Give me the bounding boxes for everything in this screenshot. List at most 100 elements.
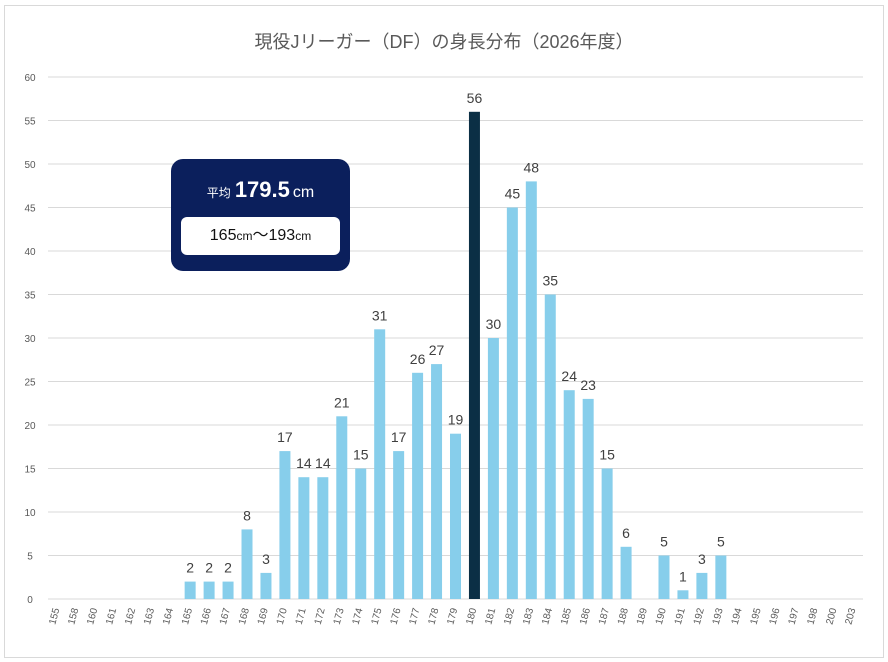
y-tick-label: 60 bbox=[24, 73, 36, 84]
chart-title: 現役Jリーガー（DF）の身長分布（2026年度） bbox=[254, 32, 634, 52]
bar bbox=[260, 572, 272, 599]
x-tick-label: 180 bbox=[464, 607, 479, 626]
bar bbox=[487, 338, 499, 599]
x-tick-label: 186 bbox=[578, 607, 593, 626]
data-label: 1 bbox=[679, 568, 687, 584]
data-label: 19 bbox=[448, 412, 464, 428]
bar bbox=[412, 372, 424, 599]
range-unit: cm bbox=[295, 229, 312, 243]
data-label: 2 bbox=[186, 560, 194, 576]
x-tick-label: 190 bbox=[654, 607, 669, 626]
y-tick-label: 50 bbox=[24, 160, 36, 171]
chart-frame bbox=[4, 5, 884, 658]
y-tick-label: 30 bbox=[24, 334, 36, 345]
bar bbox=[203, 581, 215, 599]
y-tick-label: 5 bbox=[27, 552, 33, 563]
bar bbox=[184, 581, 196, 599]
x-tick-label: 197 bbox=[787, 607, 802, 626]
data-label: 5 bbox=[717, 534, 725, 550]
x-tick-label: 162 bbox=[123, 607, 138, 626]
data-label: 45 bbox=[505, 186, 521, 202]
y-tick-label: 20 bbox=[24, 421, 36, 432]
x-tick-label: 169 bbox=[256, 607, 271, 626]
data-label: 2 bbox=[224, 560, 232, 576]
data-label: 5 bbox=[660, 534, 668, 550]
x-tick-label: 173 bbox=[332, 607, 347, 626]
bar bbox=[620, 546, 632, 599]
range-max: 193 bbox=[268, 227, 296, 244]
bar bbox=[241, 529, 253, 599]
data-label: 31 bbox=[372, 307, 388, 323]
bar bbox=[279, 451, 291, 599]
x-tick-label: 203 bbox=[843, 607, 858, 626]
x-tick-label: 175 bbox=[370, 607, 385, 626]
data-label: 17 bbox=[391, 429, 407, 445]
data-label: 8 bbox=[243, 507, 251, 523]
bar bbox=[658, 555, 670, 599]
bar bbox=[222, 581, 234, 599]
y-tick-label: 0 bbox=[27, 595, 33, 606]
x-tick-label: 171 bbox=[294, 607, 309, 626]
bar bbox=[563, 390, 575, 599]
average-prefix: 平均 bbox=[206, 186, 231, 200]
data-label: 2 bbox=[205, 560, 213, 576]
data-label: 48 bbox=[524, 159, 540, 175]
x-tick-label: 176 bbox=[389, 607, 404, 626]
x-tick-label: 170 bbox=[275, 607, 290, 626]
data-label: 30 bbox=[486, 316, 502, 332]
data-label: 26 bbox=[410, 351, 426, 367]
data-label: 14 bbox=[315, 455, 331, 471]
x-tick-label: 168 bbox=[237, 607, 252, 626]
x-tick-label: 187 bbox=[597, 607, 612, 626]
x-tick-label: 183 bbox=[521, 607, 536, 626]
x-tick-label: 160 bbox=[85, 607, 100, 626]
x-tick-label: 182 bbox=[502, 607, 517, 626]
range-unit: cm bbox=[236, 229, 253, 243]
y-tick-label: 55 bbox=[24, 117, 36, 128]
x-tick-label: 158 bbox=[66, 607, 81, 626]
bar bbox=[696, 572, 708, 599]
y-tick-label: 40 bbox=[24, 247, 36, 258]
x-tick-label: 178 bbox=[427, 607, 442, 626]
data-label: 3 bbox=[262, 551, 270, 567]
y-tick-label: 45 bbox=[24, 204, 36, 215]
data-label: 27 bbox=[429, 342, 445, 358]
bar bbox=[677, 590, 689, 599]
x-tick-label: 195 bbox=[749, 607, 764, 626]
x-tick-label: 192 bbox=[692, 607, 707, 626]
data-label: 24 bbox=[561, 368, 577, 384]
x-tick-label: 161 bbox=[104, 607, 119, 626]
data-label: 21 bbox=[334, 394, 350, 410]
data-label: 14 bbox=[296, 455, 312, 471]
x-tick-label: 166 bbox=[199, 607, 214, 626]
x-tick-label: 198 bbox=[806, 607, 821, 626]
x-tick-label: 181 bbox=[483, 607, 498, 626]
x-tick-label: 164 bbox=[161, 607, 176, 626]
bar bbox=[355, 468, 367, 599]
range-separator: ～ bbox=[252, 227, 269, 244]
bar bbox=[468, 111, 480, 600]
y-tick-label: 35 bbox=[24, 291, 36, 302]
x-tick-label: 193 bbox=[711, 607, 726, 626]
bar bbox=[317, 477, 329, 599]
x-tick-label: 196 bbox=[768, 607, 783, 626]
x-tick-label: 200 bbox=[825, 607, 840, 626]
x-tick-label: 163 bbox=[142, 607, 157, 626]
bar bbox=[601, 468, 613, 599]
x-tick-label: 174 bbox=[351, 607, 366, 626]
range-box: 165cm～193cm bbox=[181, 217, 340, 255]
data-label: 17 bbox=[277, 429, 293, 445]
x-tick-label: 188 bbox=[616, 607, 631, 626]
x-tick-label: 189 bbox=[635, 607, 650, 626]
x-tick-label: 191 bbox=[673, 607, 688, 626]
bar bbox=[336, 416, 348, 599]
bar bbox=[544, 294, 556, 599]
bar bbox=[450, 433, 461, 599]
x-tick-label: 172 bbox=[313, 607, 328, 626]
bar bbox=[506, 207, 518, 599]
bar bbox=[582, 398, 594, 599]
x-tick-label: 165 bbox=[180, 607, 195, 626]
x-tick-label: 167 bbox=[218, 607, 233, 626]
x-tick-label: 185 bbox=[559, 607, 574, 626]
